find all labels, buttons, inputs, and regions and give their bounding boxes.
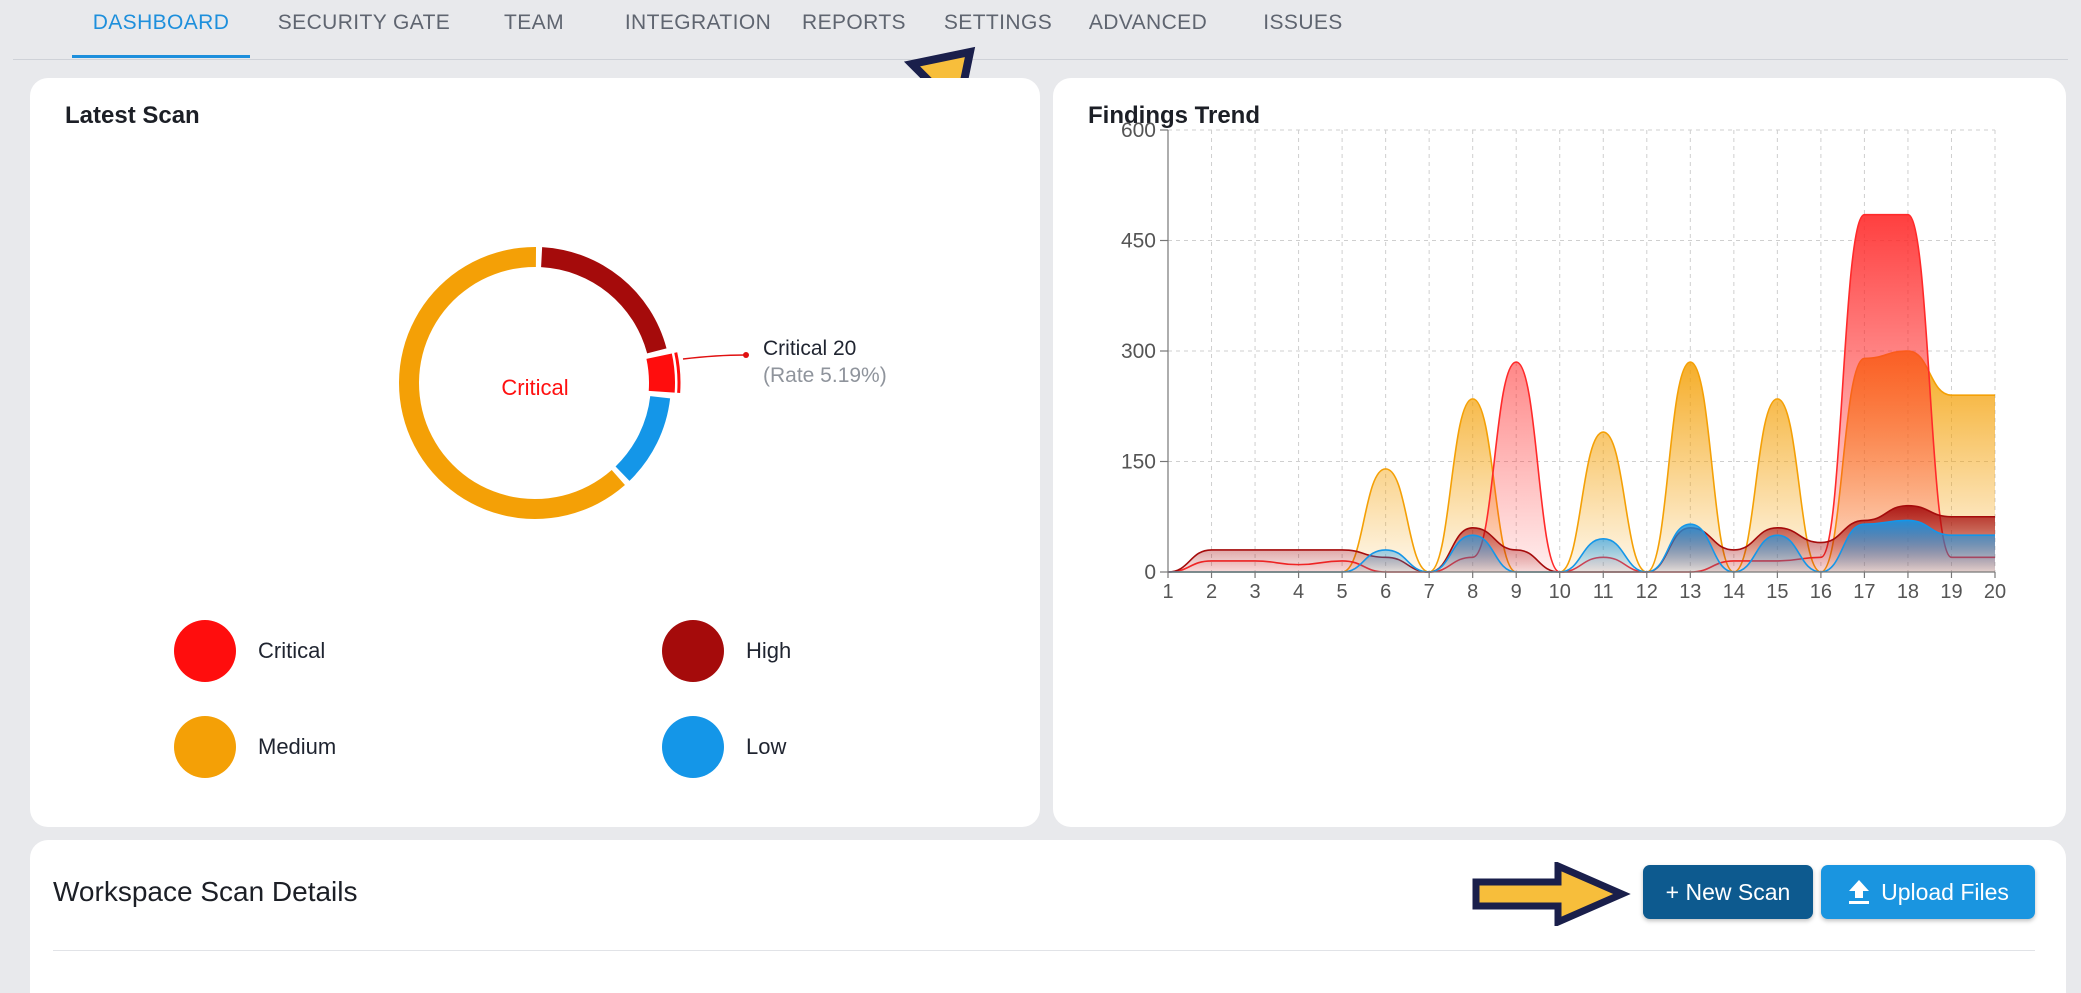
x-tick-label: 6 — [1380, 581, 1391, 603]
findings-trend-title: Findings Trend — [1088, 102, 1260, 129]
new-scan-button[interactable]: + New Scan — [1643, 865, 1813, 919]
workspace-title: Workspace Scan Details — [53, 876, 358, 907]
x-tick-label: 15 — [1766, 581, 1788, 603]
tab-security-gate[interactable]: SECURITY GATE — [277, 11, 451, 34]
x-tick-label: 16 — [1810, 581, 1832, 603]
x-tick-label: 11 — [1593, 581, 1614, 603]
donut-slice-medium[interactable] — [398, 246, 625, 519]
y-tick-label: 600 — [1121, 119, 1156, 142]
upload-files-button[interactable]: Upload Files — [1821, 865, 2035, 919]
x-tick-label: 5 — [1337, 581, 1348, 603]
x-tick-label: 20 — [1984, 581, 2006, 603]
workspace-divider — [53, 950, 2035, 951]
legend-critical-label: Critical — [258, 638, 326, 663]
donut-center-label: Critical — [501, 375, 568, 400]
donut-slice-critical[interactable] — [646, 353, 675, 393]
tab-dashboard[interactable]: DASHBOARD — [72, 0, 250, 58]
upload-files-label: Upload Files — [1881, 878, 2009, 905]
x-tick-label: 12 — [1636, 581, 1658, 603]
callout-line — [682, 354, 746, 360]
x-tick-label: 14 — [1723, 581, 1745, 603]
x-tick-label: 18 — [1897, 581, 1919, 603]
callout-dot — [743, 352, 749, 358]
new-scan-label: + New Scan — [1665, 878, 1791, 905]
x-tick-label: 10 — [1549, 581, 1571, 603]
legend-high-label: High — [746, 638, 792, 663]
y-tick-label: 300 — [1121, 340, 1156, 363]
x-tick-label: 13 — [1679, 581, 1701, 603]
latest-scan-card: Latest Scan Critical Critical 20 (Rate 5… — [30, 78, 1040, 827]
y-tick-label: 0 — [1144, 561, 1156, 584]
x-tick-label: 8 — [1467, 581, 1478, 603]
callout-label: Critical 20 — [763, 337, 856, 360]
tab-issues[interactable]: ISSUES — [1263, 11, 1343, 34]
x-tick-label: 3 — [1249, 581, 1260, 603]
legend-low-dot — [662, 716, 724, 778]
y-tick-label: 150 — [1121, 451, 1156, 474]
tab-reports[interactable]: REPORTS — [802, 11, 906, 34]
x-tick-label: 4 — [1293, 581, 1304, 603]
donut-critical-highlight — [674, 352, 681, 393]
x-tick-label: 7 — [1424, 581, 1435, 603]
legend-medium-dot — [174, 716, 236, 778]
x-tick-label: 17 — [1853, 581, 1875, 603]
trend-area-3 — [1168, 520, 1995, 572]
severity-donut-chart: Critical Critical 20 (Rate 5.19%) — [398, 246, 887, 519]
legend-medium-label: Medium — [258, 734, 337, 759]
donut-slice-low[interactable] — [615, 396, 671, 481]
tab-advanced[interactable]: ADVANCED — [1088, 11, 1208, 34]
tab-integration[interactable]: INTEGRATION — [624, 11, 772, 34]
legend-low-label: Low — [746, 734, 787, 759]
x-tick-label: 19 — [1940, 581, 1962, 603]
x-tick-label: 1 — [1162, 581, 1173, 603]
callout-rate: (Rate 5.19%) — [763, 364, 887, 387]
upload-icon — [1849, 880, 1870, 904]
top-nav: DASHBOARD SECURITY GATE TEAM INTEGRATION… — [13, 0, 2068, 60]
y-tick-label: 450 — [1121, 230, 1156, 253]
tab-team[interactable]: TEAM — [504, 11, 564, 34]
x-tick-label: 9 — [1511, 581, 1522, 603]
x-tick-label: 2 — [1206, 581, 1217, 603]
legend-high-dot — [662, 620, 724, 682]
donut-slice-high[interactable] — [541, 247, 667, 354]
latest-scan-title: Latest Scan — [65, 102, 200, 129]
findings-trend-card: Findings Trend 0 150 300 450 600 1 2 3 4 5 6 7 8 9 10 1… — [1053, 78, 2066, 827]
legend-critical-dot — [174, 620, 236, 682]
trend-area-0 — [1168, 351, 1995, 572]
tab-settings[interactable]: SETTINGS — [943, 11, 1053, 34]
annotation-arrow-right-icon — [1472, 862, 1631, 926]
